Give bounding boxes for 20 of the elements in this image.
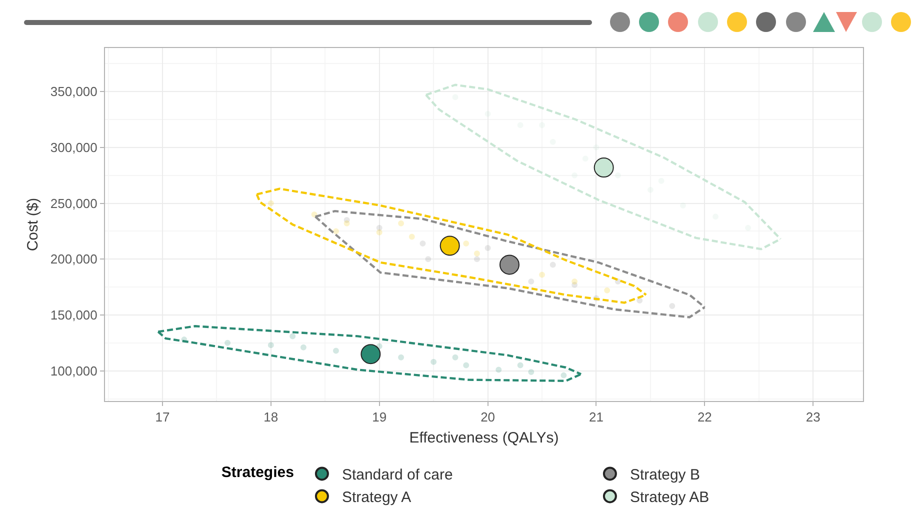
x-axis-title: Effectiveness (QALYs) <box>409 430 559 447</box>
x-tick-label: 23 <box>806 410 820 425</box>
legend-label: Strategy B <box>630 466 700 484</box>
y-tick-label: 150,000 <box>50 308 98 323</box>
legend-label: Standard of care <box>342 466 453 484</box>
x-tick-label: 22 <box>697 410 712 425</box>
y-axis-title: Cost ($) <box>24 198 42 252</box>
y-tick-label: 350,000 <box>50 84 98 100</box>
x-tick-label: 20 <box>480 410 496 425</box>
x-tick-label: 19 <box>372 410 387 425</box>
x-tick-label: 18 <box>264 410 278 425</box>
legend-label: Strategy AB <box>630 489 710 506</box>
legend-label: Strategy A <box>342 489 412 506</box>
y-tick-label: 250,000 <box>50 196 98 211</box>
legend-title: Strategies <box>221 464 294 481</box>
y-tick-label: 100,000 <box>50 363 98 378</box>
x-tick-label: 17 <box>155 410 170 425</box>
x-tick-label: 21 <box>589 410 604 425</box>
y-tick-label: 200,000 <box>50 252 98 267</box>
y-tick-label: 300,000 <box>50 140 98 155</box>
